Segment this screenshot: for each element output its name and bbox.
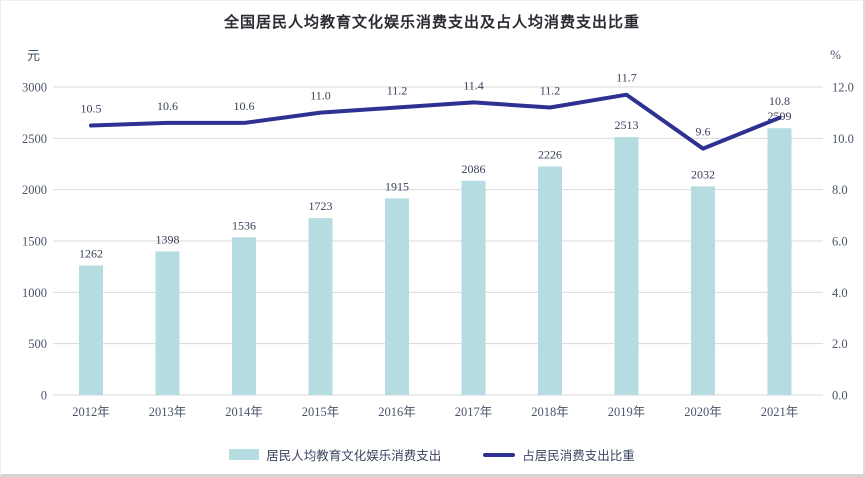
- right-axis-tick: 8.0: [832, 183, 848, 197]
- line-value-label: 10.8: [769, 94, 790, 108]
- line-value-label: 11.2: [387, 84, 408, 98]
- line-value-label: 10.5: [81, 102, 102, 116]
- bar-value-label: 1915: [385, 179, 409, 193]
- bar-value-label: 2513: [615, 118, 639, 132]
- bar-value-label: 1398: [156, 232, 180, 246]
- bar-2016年: [385, 198, 409, 395]
- right-axis-tick: 4.0: [832, 286, 848, 300]
- bar-2018年: [538, 166, 562, 395]
- x-axis-tick: 2020年: [684, 405, 722, 419]
- left-axis-tick: 3000: [22, 81, 47, 95]
- bar-2020年: [691, 186, 715, 395]
- bar-value-label: 1723: [309, 199, 333, 213]
- ratio-line: [89, 92, 782, 151]
- x-axis-tick: 2018年: [531, 405, 569, 419]
- left-axis-tick: 500: [28, 337, 47, 351]
- legend-entry-bar: 居民人均教育文化娱乐消费支出: [229, 445, 441, 464]
- x-axis-tick: 2014年: [225, 405, 263, 419]
- right-axis-tick: 10.0: [832, 132, 854, 146]
- bar-series-label: 居民人均教育文化娱乐消费支出: [266, 449, 442, 463]
- bar-value-label: 1536: [232, 218, 256, 232]
- bar-2021年: [767, 128, 792, 395]
- right-axis-tick: 6.0: [832, 235, 848, 249]
- line-value-label: 11.2: [540, 84, 561, 98]
- right-axis-tick: 0.0: [832, 389, 848, 403]
- bar-2015年: [308, 218, 333, 395]
- x-axis-tick: 2021年: [761, 405, 799, 419]
- bar-2014年: [232, 237, 256, 395]
- line-value-label: 10.6: [234, 99, 255, 113]
- right-axis-tick: 2.0: [832, 337, 848, 351]
- bar-series-swatch: [229, 449, 260, 460]
- chart-title: 全国居民人均教育文化娱乐消费支出及占人均消费支出比重: [223, 15, 640, 31]
- left-axis-tick: 0: [41, 389, 47, 403]
- bar-2017年: [461, 180, 486, 395]
- line-series-swatch: [483, 452, 516, 457]
- line-value-label: 11.4: [463, 78, 484, 92]
- bar-2013年: [155, 251, 180, 395]
- bar-value-label: 2086: [462, 162, 486, 176]
- bar-2019年: [614, 136, 639, 396]
- x-axis-tick: 2017年: [455, 405, 493, 419]
- left-axis-tick: 2000: [22, 183, 47, 197]
- bar-2012年: [79, 265, 103, 395]
- x-axis-tick: 2016年: [378, 405, 416, 419]
- line-value-label: 11.7: [616, 71, 637, 85]
- right-axis-unit-label: %: [830, 47, 841, 62]
- bar-value-label: 2032: [691, 167, 715, 181]
- left-axis-tick: 2500: [22, 132, 47, 146]
- left-axis-unit-label: 元: [27, 48, 41, 63]
- bar-value-label: 1262: [79, 246, 103, 260]
- bar-value-label: 2226: [538, 147, 562, 161]
- line-series-label: 占居民消费支出比重: [522, 449, 635, 463]
- legend-entry-line: 占居民消费支出比重: [483, 445, 635, 464]
- line-value-label: 10.6: [157, 99, 178, 113]
- x-axis-tick: 2019年: [608, 405, 646, 419]
- left-axis-tick: 1000: [22, 286, 47, 300]
- chart-legend: 居民人均教育文化娱乐消费支出 占居民消费支出比重: [1, 445, 863, 464]
- left-axis-tick: 1500: [22, 235, 47, 249]
- x-axis-tick: 2012年: [72, 405, 110, 419]
- line-value-label: 11.0: [310, 89, 331, 103]
- right-axis-tick: 12.0: [832, 81, 854, 95]
- line-value-label: 9.6: [696, 125, 711, 139]
- x-axis-tick: 2013年: [149, 405, 187, 419]
- x-axis-tick: 2015年: [302, 405, 340, 419]
